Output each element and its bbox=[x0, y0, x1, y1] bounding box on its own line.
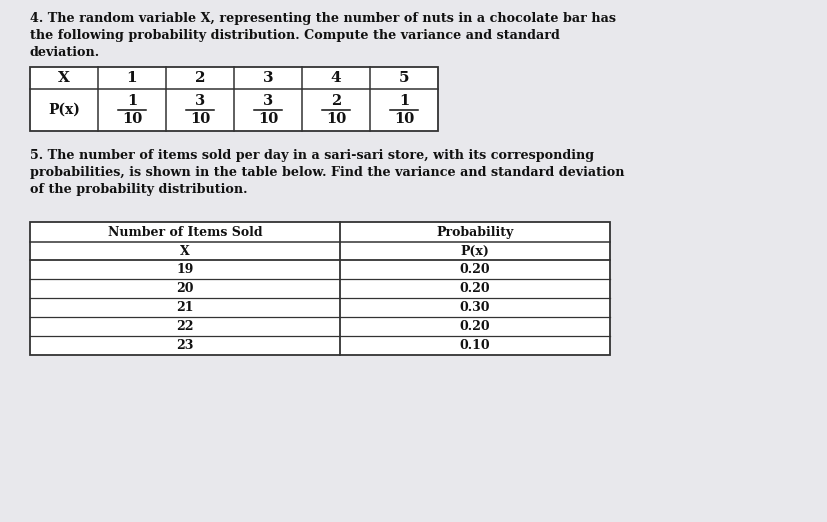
Bar bbox=[30, 222, 609, 355]
Text: 20: 20 bbox=[176, 282, 194, 295]
Text: 10: 10 bbox=[189, 112, 210, 126]
Text: 3: 3 bbox=[263, 94, 273, 108]
Text: P(x): P(x) bbox=[48, 103, 80, 117]
Text: 10: 10 bbox=[394, 112, 414, 126]
Text: probabilities, is shown in the table below. Find the variance and standard devia: probabilities, is shown in the table bel… bbox=[30, 166, 624, 179]
Text: 5. The number of items sold per day in a sari-sari store, with its corresponding: 5. The number of items sold per day in a… bbox=[30, 149, 594, 162]
Text: Probability: Probability bbox=[436, 226, 513, 239]
Text: 4: 4 bbox=[330, 71, 341, 85]
Text: 3: 3 bbox=[262, 71, 273, 85]
Text: 2: 2 bbox=[194, 71, 205, 85]
Text: 0.30: 0.30 bbox=[459, 301, 490, 314]
Bar bbox=[30, 222, 609, 355]
Text: P(x): P(x) bbox=[460, 244, 489, 257]
Text: 10: 10 bbox=[326, 112, 346, 126]
Bar bbox=[30, 67, 437, 131]
Text: 21: 21 bbox=[176, 301, 194, 314]
Text: 2: 2 bbox=[331, 94, 341, 108]
Text: 10: 10 bbox=[257, 112, 278, 126]
Text: X: X bbox=[58, 71, 69, 85]
Text: the following probability distribution. Compute the variance and standard: the following probability distribution. … bbox=[30, 29, 559, 42]
Text: 0.10: 0.10 bbox=[459, 339, 490, 352]
Text: 1: 1 bbox=[127, 94, 137, 108]
Text: 5: 5 bbox=[399, 71, 409, 85]
Text: 1: 1 bbox=[399, 94, 409, 108]
Text: 1: 1 bbox=[127, 71, 137, 85]
Text: 19: 19 bbox=[176, 263, 194, 276]
Text: 4. The random variable X, representing the number of nuts in a chocolate bar has: 4. The random variable X, representing t… bbox=[30, 12, 615, 25]
Text: 0.20: 0.20 bbox=[459, 320, 490, 333]
Bar bbox=[30, 67, 437, 131]
Text: X: X bbox=[180, 244, 189, 257]
Text: deviation.: deviation. bbox=[30, 46, 100, 59]
Text: 23: 23 bbox=[176, 339, 194, 352]
Text: 3: 3 bbox=[194, 94, 205, 108]
Text: 0.20: 0.20 bbox=[459, 263, 490, 276]
Text: of the probability distribution.: of the probability distribution. bbox=[30, 183, 247, 196]
Text: 22: 22 bbox=[176, 320, 194, 333]
Text: 0.20: 0.20 bbox=[459, 282, 490, 295]
Text: 10: 10 bbox=[122, 112, 142, 126]
Text: Number of Items Sold: Number of Items Sold bbox=[108, 226, 262, 239]
